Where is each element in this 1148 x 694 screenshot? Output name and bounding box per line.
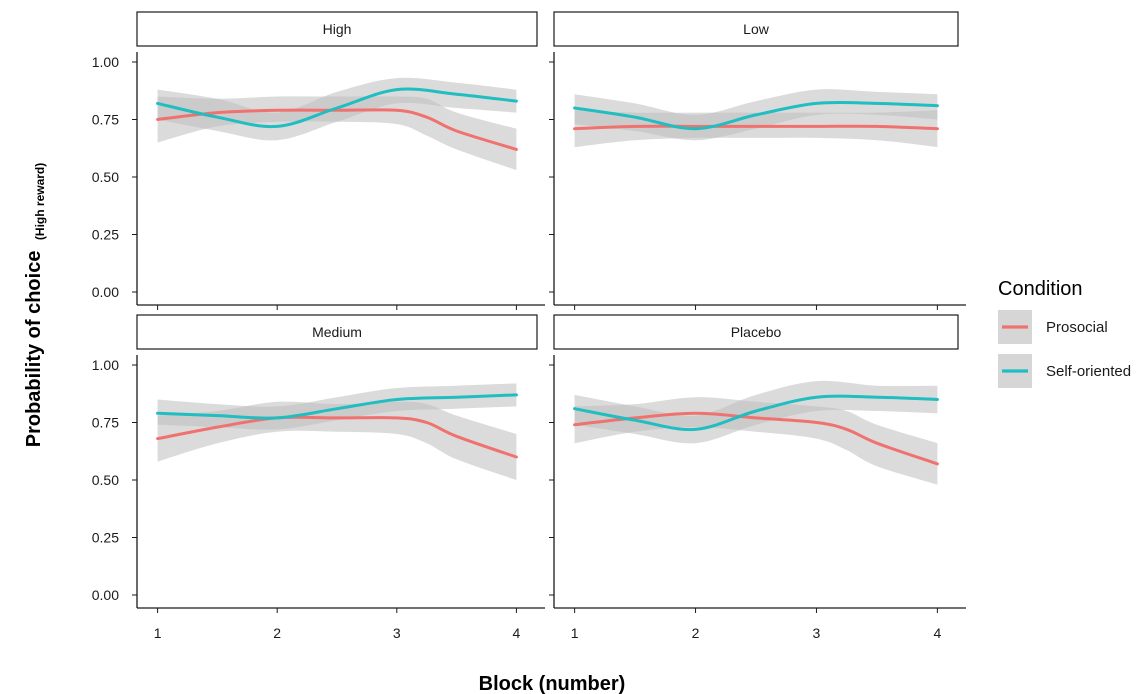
series-line-prosocial xyxy=(573,124,939,131)
facet-strip-placebo xyxy=(553,314,959,350)
series-line-self-oriented xyxy=(156,87,518,129)
y-tick-label: 1.00 xyxy=(92,357,119,373)
panel-medium: Medium 0.00 0.25 0.50 0.75 1.00 1 2 3 4 xyxy=(92,314,545,641)
x-tick-label: 1 xyxy=(154,625,162,641)
panels: High 0.00 0.25 0.50 0.75 1.00 Low Medium 0.00 0.2… xyxy=(92,11,966,641)
facet-strip-high xyxy=(136,11,538,47)
series-line-prosocial xyxy=(573,411,939,466)
y-axis-title-subscript: (High reward) xyxy=(33,163,47,240)
facet-label-high: High xyxy=(323,21,352,37)
x-tick-label: 3 xyxy=(813,625,821,641)
facet-label-placebo: Placebo xyxy=(731,324,782,340)
y-tick-label: 0.25 xyxy=(92,227,119,243)
y-tick-label: 0.75 xyxy=(92,415,119,431)
y-tick-label: 0.25 xyxy=(92,530,119,546)
facet-strip-low xyxy=(553,11,959,47)
y-tick-label: 0.50 xyxy=(92,169,119,185)
legend: Condition Prosocial Self-oriented xyxy=(998,278,1131,388)
x-tick-label: 3 xyxy=(393,625,401,641)
facet-strip-medium xyxy=(136,314,538,350)
series-line-self-oriented xyxy=(573,100,939,131)
y-axis-title-main: Probability of choice xyxy=(23,251,45,448)
x-tick-label: 1 xyxy=(571,625,579,641)
facet-label-low: Low xyxy=(743,21,770,37)
y-tick-label: 0.00 xyxy=(92,284,119,300)
panel-high: High 0.00 0.25 0.50 0.75 1.00 xyxy=(92,11,545,310)
x-tick-label: 4 xyxy=(933,625,941,641)
facet-label-medium: Medium xyxy=(312,324,362,340)
panel-low: Low xyxy=(549,11,966,310)
x-tick-label: 4 xyxy=(513,625,521,641)
legend-label-self-oriented: Self-oriented xyxy=(1046,363,1131,380)
y-axis-title: Probability of choice (High reward) xyxy=(23,163,47,448)
x-tick-label: 2 xyxy=(692,625,700,641)
legend-label-prosocial: Prosocial xyxy=(1046,319,1108,336)
y-tick-label: 0.50 xyxy=(92,472,119,488)
y-tick-label: 0.00 xyxy=(92,587,119,603)
x-axis-title: Block (number) xyxy=(479,673,626,694)
series-line-self-oriented xyxy=(156,393,518,420)
y-tick-label: 0.75 xyxy=(92,112,119,128)
x-tick-label: 2 xyxy=(273,625,281,641)
series-line-self-oriented xyxy=(573,394,939,432)
series-line-prosocial xyxy=(156,415,518,459)
legend-title: Condition xyxy=(998,278,1083,300)
panel-placebo: Placebo 1 2 3 4 xyxy=(549,314,966,641)
series-line-prosocial xyxy=(156,108,518,151)
y-tick-label: 1.00 xyxy=(92,54,119,70)
